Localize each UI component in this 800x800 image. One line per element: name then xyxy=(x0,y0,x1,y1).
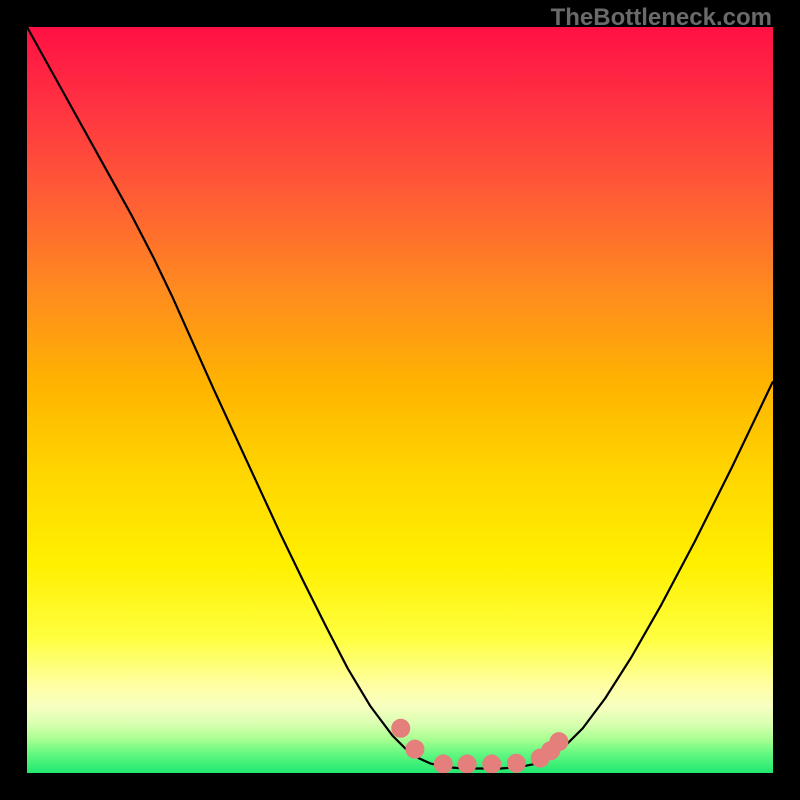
marker-point xyxy=(458,755,476,773)
marker-point xyxy=(434,755,452,773)
watermark-text: TheBottleneck.com xyxy=(551,4,772,32)
plot-area xyxy=(27,27,773,773)
gradient-background xyxy=(27,27,773,773)
chart-stage: TheBottleneck.com xyxy=(0,0,800,800)
plot-svg xyxy=(27,27,773,773)
marker-point xyxy=(392,719,410,737)
marker-point xyxy=(406,740,424,758)
marker-point xyxy=(550,733,568,751)
marker-point xyxy=(483,755,501,773)
marker-point xyxy=(507,754,525,772)
